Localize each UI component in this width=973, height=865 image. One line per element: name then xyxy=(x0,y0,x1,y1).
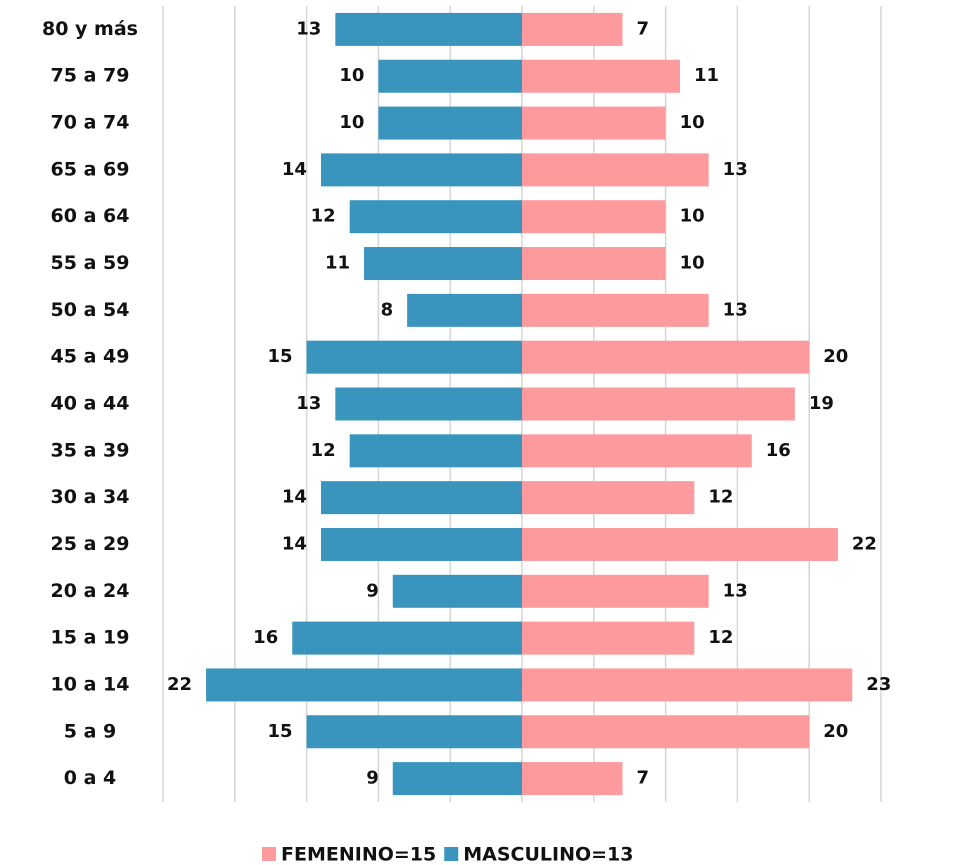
category-label: 5 a 9 xyxy=(64,720,117,742)
value-label: 10 xyxy=(680,112,705,133)
bar xyxy=(522,762,623,796)
bar xyxy=(335,387,522,421)
bar xyxy=(306,340,522,374)
bar xyxy=(522,247,666,281)
bar xyxy=(522,668,853,702)
category-label: 35 a 39 xyxy=(51,439,130,461)
value-label: 13 xyxy=(296,393,321,414)
value-label: 7 xyxy=(637,768,650,789)
bar xyxy=(320,527,522,561)
bar xyxy=(206,668,522,702)
bar xyxy=(522,293,709,327)
bar xyxy=(522,715,810,749)
value-label: 12 xyxy=(311,440,336,461)
value-label: 7 xyxy=(637,18,650,39)
value-label: 13 xyxy=(723,159,748,180)
category-label: 80 y más xyxy=(42,18,138,40)
value-label: 14 xyxy=(282,487,307,508)
bar xyxy=(522,621,695,655)
legend-label: MASCULINO=13 xyxy=(463,844,633,865)
category-label: 20 a 24 xyxy=(51,580,130,602)
category-label: 30 a 34 xyxy=(51,486,130,508)
bar xyxy=(392,574,522,608)
category-label: 45 a 49 xyxy=(51,346,130,368)
value-label: 14 xyxy=(282,533,307,554)
bar xyxy=(522,106,666,140)
bar xyxy=(522,200,666,234)
legend-label: FEMENINO=15 xyxy=(281,844,436,865)
category-label: 70 a 74 xyxy=(51,112,130,134)
value-label: 16 xyxy=(253,627,278,648)
bar xyxy=(349,200,522,234)
bar xyxy=(522,434,752,468)
bar xyxy=(522,527,838,561)
category-label: 40 a 44 xyxy=(51,393,130,415)
value-label: 13 xyxy=(723,580,748,601)
bar xyxy=(320,153,522,187)
bar xyxy=(378,106,522,140)
bar xyxy=(320,481,522,515)
bar xyxy=(522,481,695,515)
bar xyxy=(522,340,810,374)
value-label: 16 xyxy=(766,440,791,461)
category-label: 65 a 69 xyxy=(51,158,130,180)
value-label: 22 xyxy=(852,533,877,554)
bar xyxy=(292,621,522,655)
legend-swatch xyxy=(262,847,276,861)
value-label: 11 xyxy=(325,253,350,274)
legend-swatch xyxy=(444,847,459,861)
category-label: 15 a 19 xyxy=(51,627,130,649)
bar xyxy=(378,59,522,93)
bar xyxy=(522,153,709,187)
category-label: 0 a 4 xyxy=(64,767,117,789)
value-label: 20 xyxy=(823,721,848,742)
bar xyxy=(522,574,709,608)
bar xyxy=(349,434,522,468)
value-label: 13 xyxy=(723,299,748,320)
category-label: 50 a 54 xyxy=(51,299,130,321)
value-label: 13 xyxy=(296,18,321,39)
value-label: 10 xyxy=(339,65,364,86)
value-label: 19 xyxy=(809,393,834,414)
value-label: 15 xyxy=(268,721,293,742)
bar xyxy=(522,387,795,421)
category-label: 10 a 14 xyxy=(51,673,130,695)
bar xyxy=(364,247,522,281)
value-label: 20 xyxy=(823,346,848,367)
category-label: 75 a 79 xyxy=(51,65,130,87)
bar xyxy=(392,762,522,796)
value-label: 9 xyxy=(366,768,379,789)
value-label: 10 xyxy=(680,253,705,274)
value-label: 12 xyxy=(708,487,733,508)
value-label: 12 xyxy=(708,627,733,648)
bar xyxy=(522,59,680,93)
value-label: 11 xyxy=(694,65,719,86)
bar xyxy=(522,12,623,46)
bar xyxy=(335,12,522,46)
value-label: 8 xyxy=(381,299,394,320)
bar xyxy=(306,715,522,749)
category-label: 25 a 29 xyxy=(51,533,130,555)
value-label: 23 xyxy=(866,674,891,695)
category-label: 60 a 64 xyxy=(51,205,130,227)
value-label: 9 xyxy=(366,580,379,601)
value-label: 22 xyxy=(167,674,192,695)
category-label: 55 a 59 xyxy=(51,252,130,274)
value-label: 10 xyxy=(680,206,705,227)
value-label: 14 xyxy=(282,159,307,180)
bar xyxy=(407,293,522,327)
value-label: 12 xyxy=(311,206,336,227)
value-label: 10 xyxy=(339,112,364,133)
value-label: 15 xyxy=(268,346,293,367)
